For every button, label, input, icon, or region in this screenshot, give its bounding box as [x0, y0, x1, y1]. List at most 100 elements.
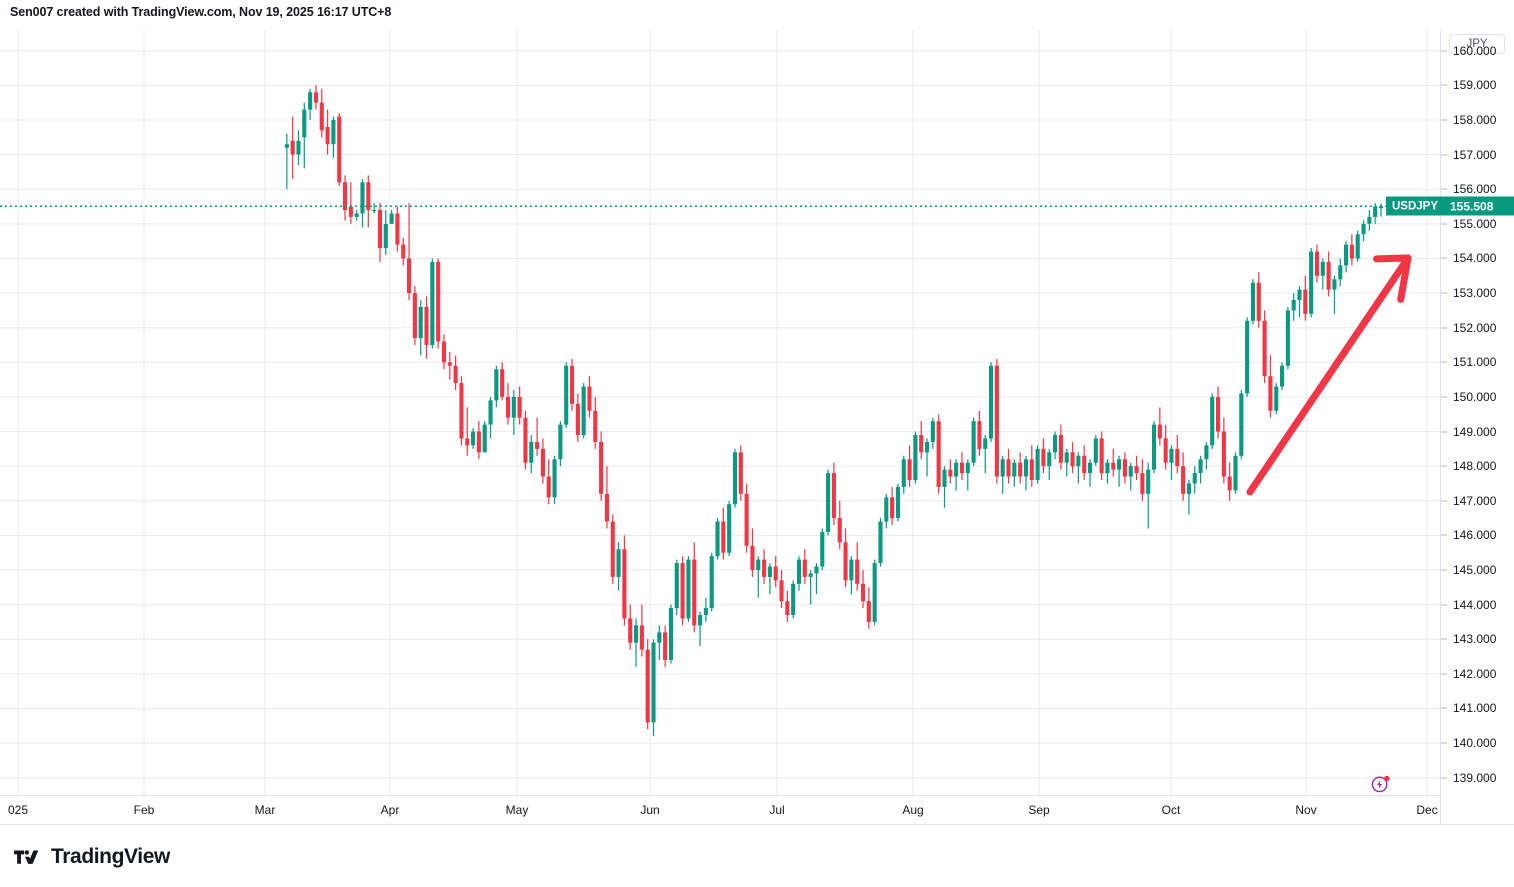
candle-body: [814, 566, 819, 574]
candle-body: [1000, 459, 1005, 477]
candlestick: [989, 362, 994, 442]
candle-body: [552, 459, 557, 498]
candle-body: [913, 435, 918, 480]
candle-body: [989, 365, 994, 439]
price-tick-mark: [1441, 777, 1447, 779]
candle-body: [401, 244, 406, 259]
arrow-barb-right: [1373, 254, 1412, 263]
candle-body: [738, 452, 743, 494]
candle-body: [535, 441, 540, 449]
candlestick: [1355, 230, 1360, 262]
candlestick: [1175, 435, 1180, 474]
candle-body: [1204, 445, 1209, 460]
arrow-barb-left: [1397, 254, 1412, 303]
candle-body: [546, 476, 551, 498]
candlestick: [698, 611, 703, 647]
candle-body: [930, 421, 935, 442]
candle-body: [558, 424, 563, 460]
candle-body: [1035, 448, 1040, 480]
price-scale[interactable]: JPY 160.000 159.000 158.000 157.000 156.000 1…: [1440, 30, 1514, 825]
candlestick: [1215, 386, 1221, 439]
candle-body: [1058, 435, 1063, 463]
symbol-price-badge[interactable]: USDJPY: [1386, 196, 1445, 216]
candlestick: [884, 493, 889, 529]
candlestick: [1076, 452, 1081, 484]
candle-body: [791, 583, 796, 615]
candle-body: [1378, 206, 1384, 209]
candlestick: [1169, 445, 1174, 480]
candle-body: [511, 396, 516, 418]
candle-body: [703, 608, 708, 615]
candlestick: [1332, 275, 1337, 314]
candlestick: [1035, 445, 1040, 484]
candlestick: [325, 109, 330, 155]
candle-body: [1128, 466, 1133, 477]
candle-body: [1029, 459, 1034, 480]
candlestick: [342, 175, 348, 221]
candle-body: [302, 109, 307, 138]
candlestick: [1245, 317, 1250, 397]
tradingview-brand[interactable]: TradingView: [14, 845, 170, 869]
candlestick: [750, 528, 755, 577]
candle-body: [645, 649, 650, 723]
candlestick: [796, 556, 802, 591]
price-tick-label: 147.000: [1453, 493, 1497, 508]
candlestick: [1018, 452, 1023, 484]
candlestick: [954, 459, 959, 491]
candle-body: [1181, 466, 1186, 494]
lightning-bolt-icon[interactable]: [1370, 773, 1391, 794]
candlestick: [756, 556, 761, 598]
annotation-uptrend-arrow[interactable]: [1246, 254, 1412, 496]
candlestick: [436, 258, 441, 349]
candlestick: [1326, 251, 1331, 297]
candle-body: [860, 583, 866, 602]
candlestick: [663, 625, 668, 667]
last-price-badge[interactable]: 155.508: [1441, 196, 1514, 216]
candle-body: [395, 213, 400, 245]
candle-body: [424, 306, 429, 345]
candle-body: [698, 615, 703, 626]
candle-body: [587, 386, 592, 411]
candlestick: [1227, 462, 1232, 501]
price-tick-mark: [1441, 465, 1447, 467]
candle-body: [843, 542, 848, 581]
time-scale[interactable]: 025 Feb Mar Apr May Jun Jul Aug Sep Oct Nov Dec: [0, 795, 1440, 825]
candle-body: [1070, 452, 1075, 467]
candlestick: [529, 435, 534, 474]
price-tick-mark: [1441, 431, 1447, 433]
candlestick: [936, 414, 941, 494]
candlestick: [1274, 383, 1279, 415]
candle-body: [488, 400, 493, 425]
currency-chip[interactable]: JPY: [1449, 34, 1505, 54]
candle-body: [1227, 476, 1232, 491]
candlestick: [308, 88, 313, 120]
candle-body: [1117, 459, 1122, 470]
candle-body: [837, 518, 842, 543]
price-tick-mark: [1441, 500, 1447, 502]
candlestick: [983, 435, 988, 474]
candle-body: [1233, 455, 1238, 491]
candle-body: [977, 421, 982, 449]
candle-body: [1338, 265, 1343, 280]
chart-plot-area[interactable]: [0, 30, 1440, 795]
candlestick: [942, 466, 947, 508]
candlestick: [1029, 445, 1034, 487]
candle-body: [377, 210, 383, 249]
candle-body: [284, 144, 289, 148]
candlestick: [1128, 462, 1133, 491]
time-tick-label: Nov: [1295, 803, 1317, 817]
candle-body: [954, 462, 959, 477]
candlestick: [430, 258, 435, 349]
candlestick: [1134, 455, 1139, 480]
candlestick: [372, 203, 377, 214]
candle-body: [389, 213, 394, 224]
candle-body: [407, 258, 412, 294]
candlestick: [727, 500, 732, 557]
candle-body: [593, 410, 598, 442]
time-tick-label: Jul: [769, 803, 785, 817]
candle-body: [622, 549, 627, 619]
candlestick: [1151, 421, 1157, 474]
candlestick: [1053, 431, 1058, 460]
price-tick-label: 152.000: [1453, 320, 1497, 335]
price-tick-mark: [1441, 604, 1447, 606]
